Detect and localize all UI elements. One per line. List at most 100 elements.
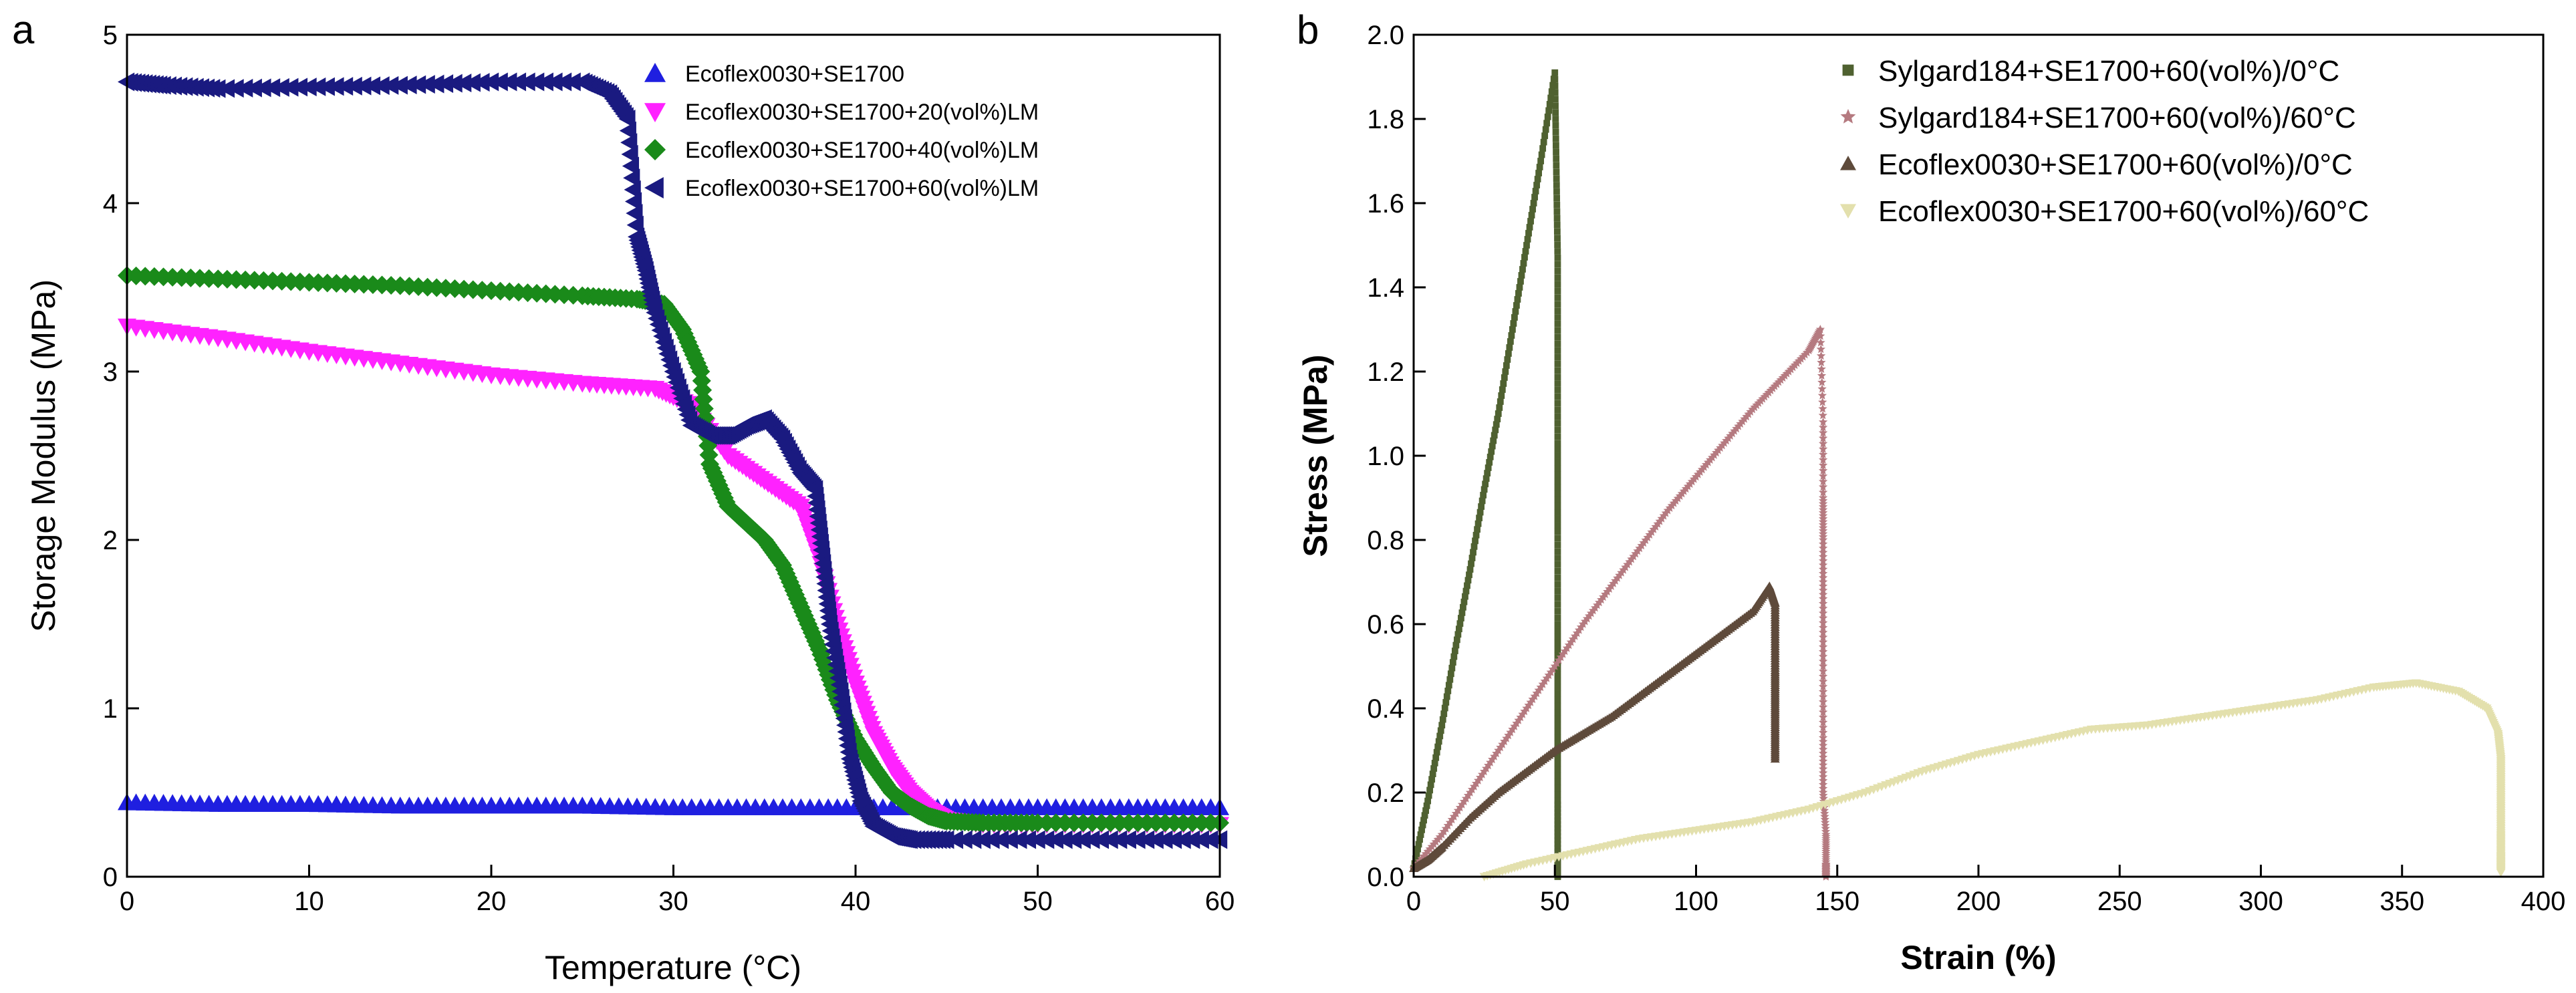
a-series-3-point: [290, 78, 308, 97]
b-series-0-point: [1551, 76, 1559, 83]
b-series-1-point: [1819, 552, 1828, 561]
b-series-0-point: [1552, 109, 1559, 116]
b-x-tick-label: 250: [2097, 887, 2142, 916]
a-series-3-point: [992, 830, 1009, 849]
b-series-0-point: [1554, 728, 1561, 735]
b-series-0-point: [1541, 132, 1549, 140]
b-series-1-point: [1819, 603, 1828, 613]
b-series-0-point: [1468, 555, 1476, 561]
b-series-0-point: [1514, 296, 1521, 303]
b-series-0-point: [1554, 314, 1561, 321]
b-series-0-point: [1554, 393, 1561, 400]
a-y-tick-label: 3: [103, 358, 118, 387]
b-series-0-point: [1426, 787, 1434, 794]
b-series-0-point: [1492, 426, 1499, 434]
a-series-3-point: [363, 76, 381, 96]
b-series-0-point: [1554, 301, 1561, 308]
b-series-0-point: [1464, 577, 1472, 584]
b-series-1-point: [1819, 718, 1828, 726]
a-x-tick-label: 30: [658, 887, 688, 916]
b-series-0-point: [1546, 101, 1553, 108]
b-series-0-point: [1442, 699, 1450, 706]
b-series-1-point: [1819, 417, 1828, 426]
b-series-0-point: [1466, 566, 1474, 573]
b-series-0-point: [1554, 347, 1561, 354]
b-series-1-point: [1819, 589, 1828, 599]
b-series-0-point: [1533, 182, 1540, 188]
b-series-0-point: [1468, 560, 1474, 567]
b-series-1-point: [1819, 482, 1828, 491]
b-series-0-point: [1554, 766, 1561, 773]
a-x-tick-label: 20: [477, 887, 507, 916]
b-series-1-point: [1819, 450, 1828, 458]
b-series-0-point: [1554, 353, 1561, 361]
a-legend-marker: [644, 177, 664, 198]
b-series-1-point: [1815, 325, 1825, 333]
b-series-0-point: [1553, 148, 1559, 156]
b-series-0-point: [1554, 722, 1561, 729]
a-series-3-point: [336, 77, 354, 96]
b-series-0-point: [1505, 350, 1512, 357]
a-series-3-point: [263, 78, 281, 98]
b-series-1-point: [1817, 364, 1826, 374]
b-series-0-point: [1554, 509, 1561, 516]
b-series-0-point: [1497, 398, 1504, 405]
a-x-tick-label: 40: [841, 887, 871, 916]
b-series-0-point: [1554, 490, 1561, 497]
panel-a-x-ticks: 0 10 20 30 40 50 60: [120, 865, 1235, 916]
b-series-1-point: [1819, 707, 1828, 716]
b-x-tick-label: 200: [1956, 887, 2001, 916]
panel-b-letter: b: [1297, 7, 1319, 52]
b-y-tick-label: 0.8: [1367, 526, 1404, 555]
b-series-1-point: [1819, 487, 1828, 497]
a-series-3-point: [619, 121, 636, 140]
b-series-0-point: [1504, 356, 1511, 363]
b-series-1-point: [1819, 585, 1828, 595]
a-series-3-point: [1037, 830, 1055, 849]
b-x-tick-label: 150: [1815, 887, 1859, 916]
b-series-0-point: [1487, 453, 1494, 460]
b-series-1-point: [1816, 351, 1826, 360]
b-series-0-point: [1554, 235, 1561, 242]
b-y-tick-label: 1.8: [1367, 105, 1404, 134]
b-series-0-point: [1554, 778, 1561, 786]
b-series-0-point: [1554, 321, 1561, 327]
b-series-0-point: [1494, 416, 1501, 422]
b-series-0-point: [1470, 543, 1478, 550]
b-series-0-point: [1502, 368, 1509, 375]
b-series-0-point: [1509, 326, 1516, 333]
b-series-0-point: [1445, 682, 1452, 689]
b-series-0-point: [1554, 484, 1561, 491]
b-series-0-point: [1466, 571, 1472, 579]
b-series-3: [1479, 679, 2506, 881]
b-series-0-point: [1554, 477, 1561, 484]
b-series-0-point: [1451, 648, 1458, 654]
b-series-1-point: [1819, 455, 1828, 464]
a-series-3-point: [281, 78, 299, 97]
b-series-0-point: [1554, 646, 1561, 653]
b-series-0-point: [1543, 120, 1551, 127]
b-series-0-point: [1554, 503, 1561, 510]
b-y-tick-label: 0.0: [1367, 863, 1404, 892]
b-series-1-point: [1819, 692, 1828, 701]
b-series-1-point: [1819, 543, 1828, 553]
a-series-3-point: [1001, 830, 1018, 849]
a-series-3-point: [620, 133, 638, 152]
a-legend-marker: [644, 63, 666, 82]
b-series-0-point: [1544, 113, 1551, 120]
b-series-0-point: [1437, 727, 1444, 734]
b-series-0-point: [1554, 678, 1561, 684]
a-series-3-point: [427, 74, 444, 94]
a-series-3-point: [1046, 830, 1063, 849]
a-series-3-point: [382, 76, 399, 95]
b-series-0-point: [1439, 716, 1446, 723]
b-series-0-point: [1551, 96, 1559, 103]
a-series-1: [118, 318, 1229, 834]
a-series-3-point: [309, 77, 326, 96]
b-series-0-point: [1554, 548, 1561, 555]
a-series-3-point: [390, 76, 408, 95]
b-series-0-point: [1554, 734, 1561, 741]
b-series-0-point: [1496, 404, 1503, 411]
a-series-3-point: [482, 72, 499, 92]
b-series-0-point: [1554, 471, 1561, 478]
